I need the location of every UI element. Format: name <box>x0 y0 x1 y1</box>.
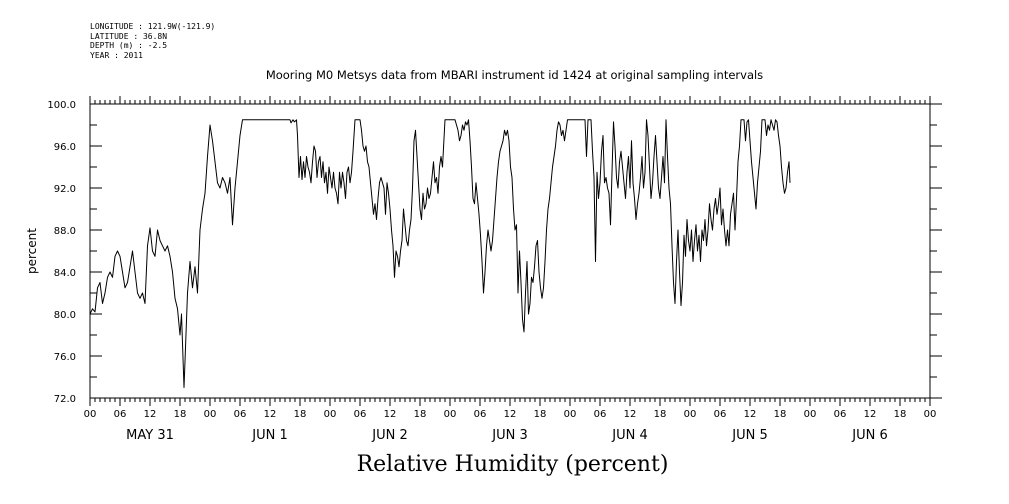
series-group <box>89 119 791 388</box>
y-tick-label: 100.0 <box>47 100 76 111</box>
x-hour-label: 18 <box>774 409 787 420</box>
x-hour-label: 00 <box>564 409 577 420</box>
x-hour-label: 06 <box>714 409 727 420</box>
y-tick-label: 92.0 <box>54 184 76 195</box>
x-axis-title: Relative Humidity (percent) <box>356 452 669 477</box>
y-tick-label: 96.0 <box>54 142 76 153</box>
x-hour-label: 06 <box>234 409 247 420</box>
chart-title: Mooring M0 Metsys data from MBARI instru… <box>265 68 764 82</box>
x-hour-label: 12 <box>504 409 517 420</box>
x-hour-label: 00 <box>684 409 697 420</box>
x-hour-label: 00 <box>84 409 97 420</box>
x-hour-label: 06 <box>354 409 367 420</box>
y-tick-label: 80.0 <box>54 310 76 321</box>
x-hour-label: 12 <box>144 409 157 420</box>
year-label: YEAR : 2011 <box>90 50 143 60</box>
x-hour-label: 18 <box>654 409 667 420</box>
latitude-label: LATITUDE : 36.8N <box>90 31 168 41</box>
x-hour-label: 18 <box>174 409 187 420</box>
x-hour-label: 06 <box>114 409 127 420</box>
x-hour-label: 06 <box>474 409 487 420</box>
mooring-metadata: LONGITUDE : 121.9W(-121.9) LATITUDE : 36… <box>90 22 215 60</box>
x-hour-label: 12 <box>384 409 397 420</box>
plot-frame <box>89 103 931 399</box>
x-date-label: JUN 5 <box>731 428 767 443</box>
humidity-series-line <box>89 119 791 388</box>
x-hour-label: 00 <box>444 409 457 420</box>
x-date-label: JUN 3 <box>491 428 527 443</box>
x-hour-label: 18 <box>894 409 907 420</box>
x-hour-label: 00 <box>324 409 337 420</box>
x-hour-label: 06 <box>834 409 847 420</box>
y-axis-ticks: 72.0 76.0 80.0 84.0 88.0 92.0 96.0 100.0 <box>47 100 942 405</box>
x-hour-label: 00 <box>204 409 217 420</box>
x-hour-label: 18 <box>414 409 427 420</box>
y-tick-label: 72.0 <box>54 394 76 405</box>
x-hour-label: 12 <box>624 409 637 420</box>
x-date-label: MAY 31 <box>126 428 174 443</box>
depth-label: DEPTH (m) : -2.5 <box>90 41 168 50</box>
x-hour-label: 18 <box>294 409 307 420</box>
y-tick-label: 76.0 <box>54 352 76 363</box>
x-date-label: JUN 6 <box>851 428 887 443</box>
x-hour-label: 00 <box>804 409 817 420</box>
y-axis-label: percent <box>25 228 39 274</box>
x-hour-label: 18 <box>534 409 547 420</box>
x-date-label: JUN 1 <box>251 428 287 443</box>
x-hour-label: 00 <box>924 409 937 420</box>
x-hour-label: 12 <box>264 409 277 420</box>
longitude-label: LONGITUDE : 121.9W(-121.9) <box>90 22 216 31</box>
x-hour-label: 06 <box>594 409 607 420</box>
y-tick-label: 84.0 <box>54 268 76 279</box>
x-axis-ticks: 00 06 12 18 00 06 12 18 00 06 12 18 00 06 12 18 00 06 12 18… <box>84 96 937 443</box>
x-date-label: JUN 2 <box>371 428 407 443</box>
x-hour-label: 12 <box>744 409 757 420</box>
y-tick-label: 88.0 <box>54 226 76 237</box>
x-hour-label: 12 <box>864 409 877 420</box>
x-date-label: JUN 4 <box>611 428 647 443</box>
